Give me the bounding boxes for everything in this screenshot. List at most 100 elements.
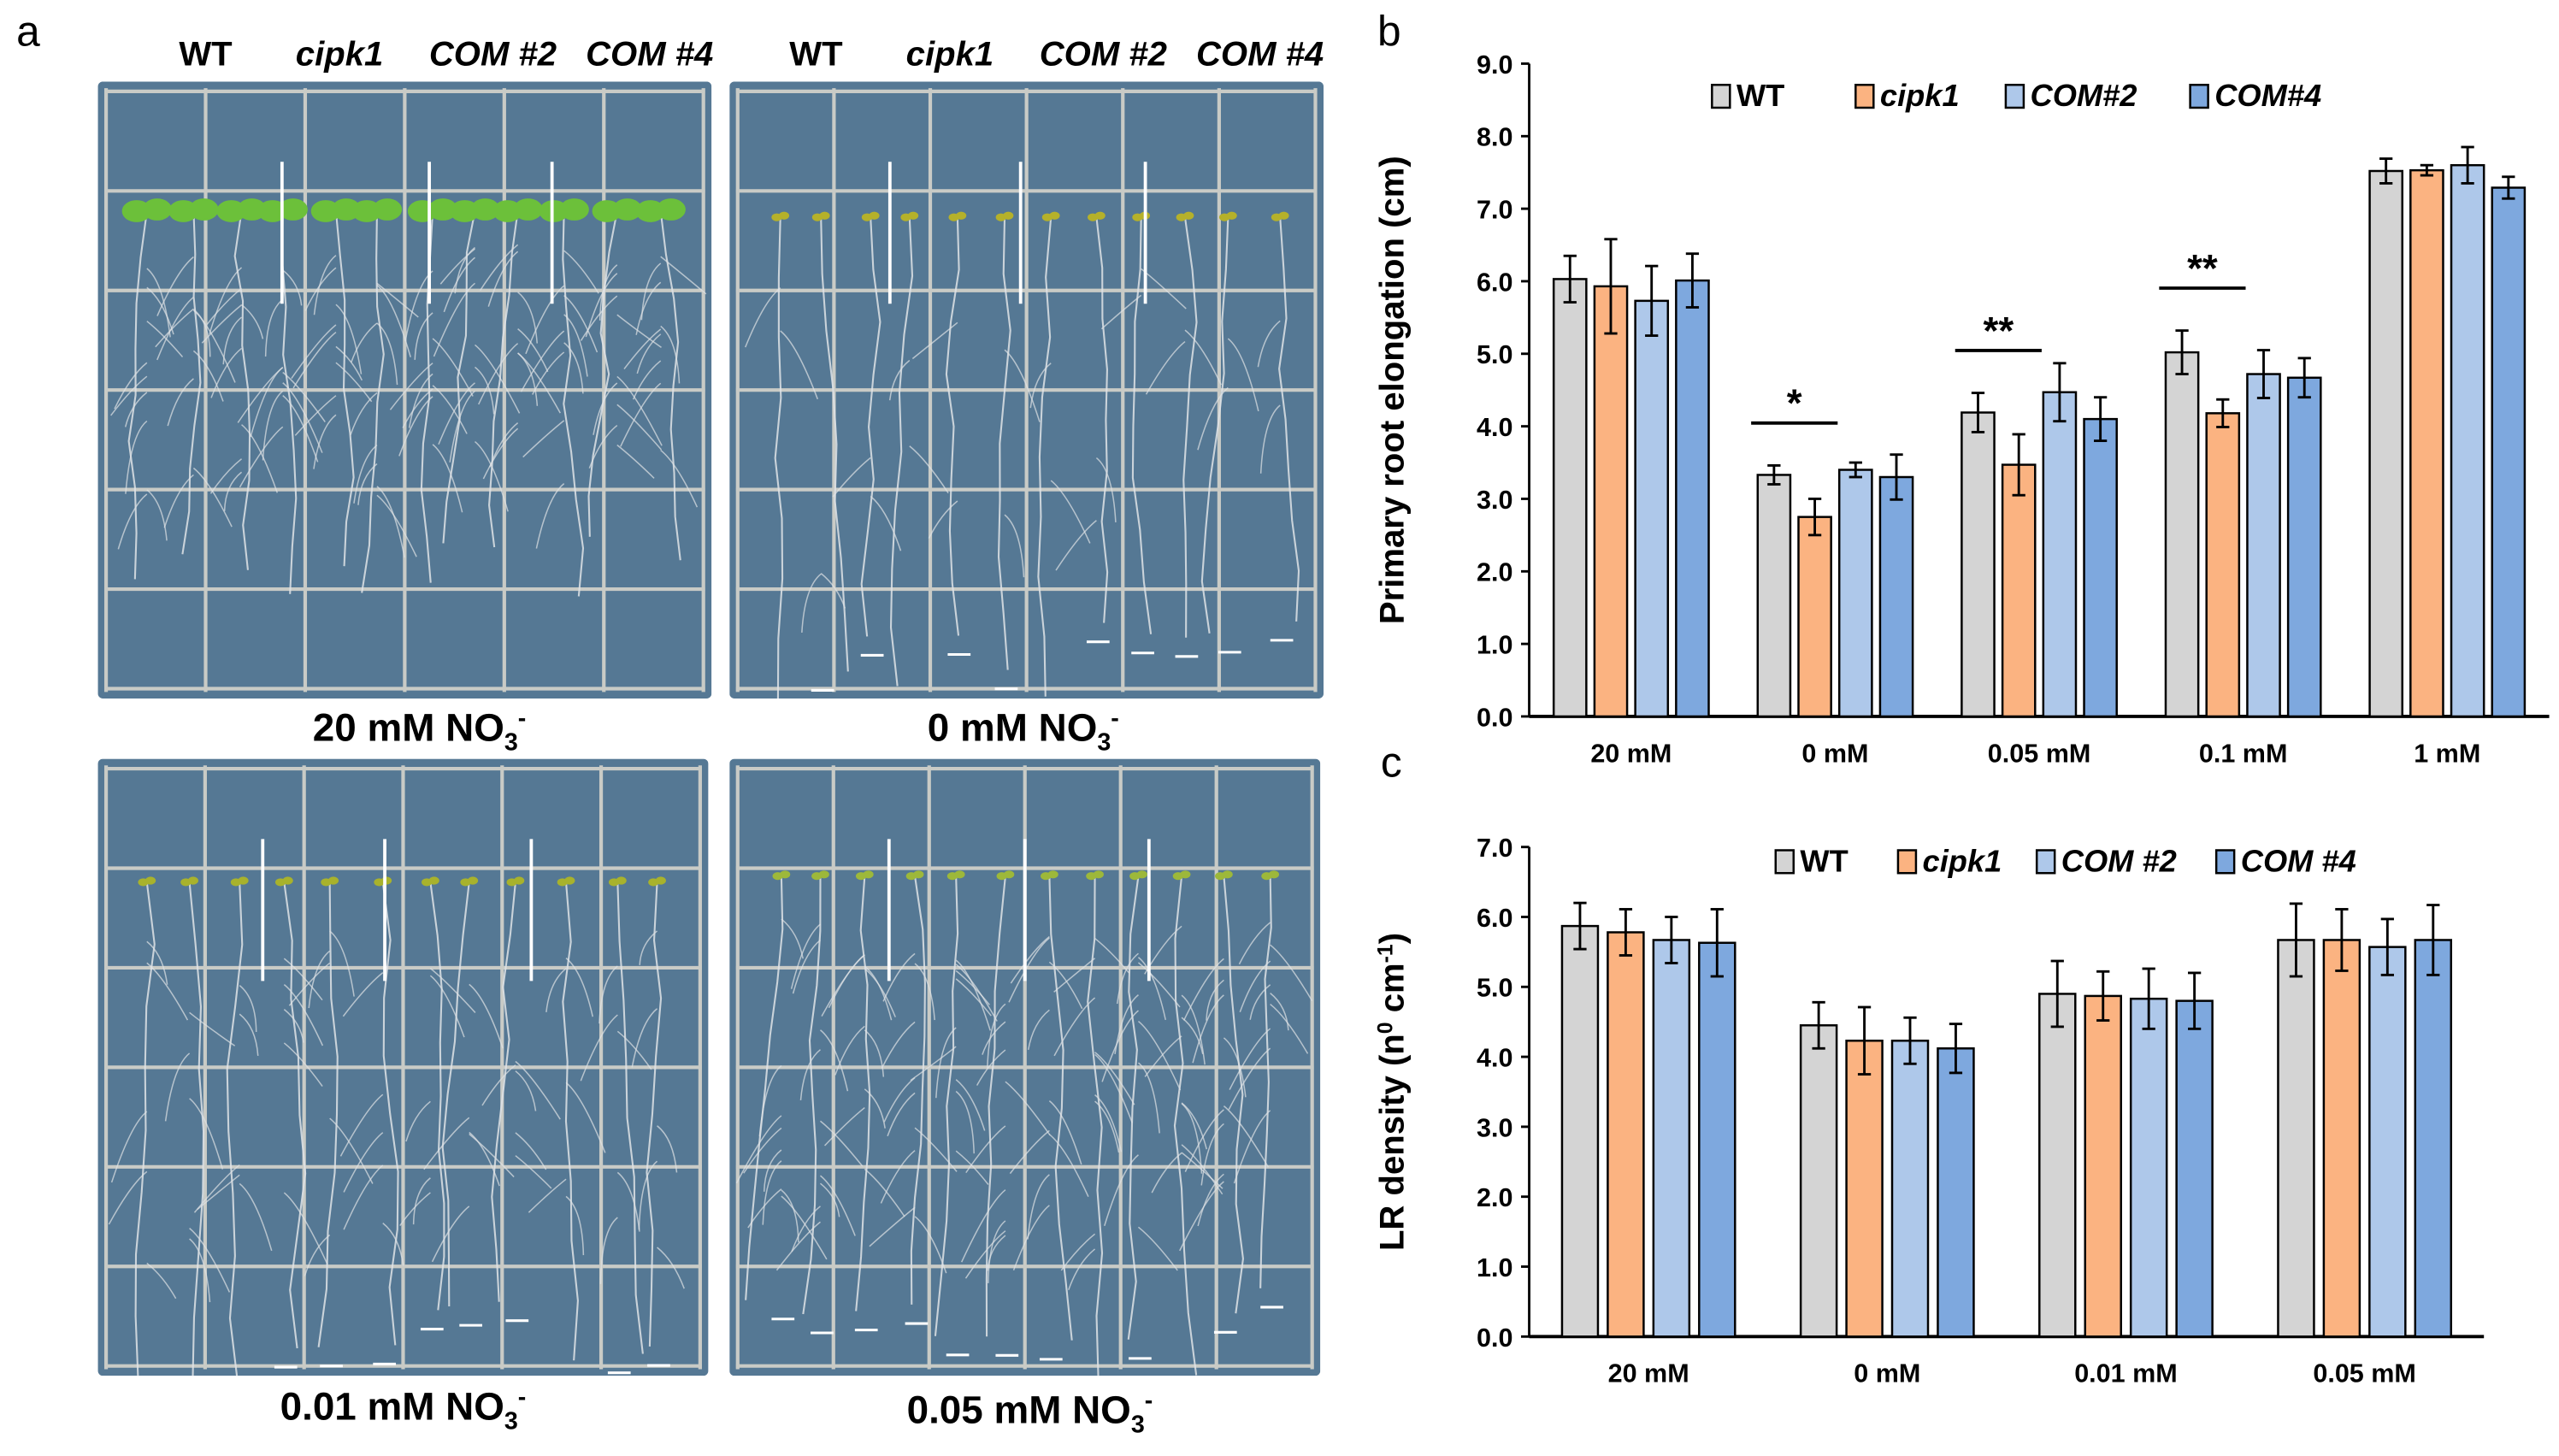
- lateral-root: [616, 404, 663, 451]
- lateral-root: [935, 1027, 957, 1099]
- lateral-root: [910, 1046, 957, 1082]
- lateral-root: [660, 449, 699, 508]
- lateral-root: [1238, 922, 1271, 965]
- cotyledon: [863, 870, 874, 879]
- primary-root: [1127, 875, 1140, 1340]
- lateral-root: [1151, 1152, 1182, 1194]
- lateral-root: [283, 1042, 323, 1088]
- y-tick-label: 8.0: [1477, 123, 1512, 152]
- lateral-root: [545, 968, 567, 1012]
- lateral-root: [164, 1052, 191, 1122]
- lateral-root: [469, 1133, 515, 1178]
- lateral-root: [350, 392, 378, 435]
- lateral-root: [313, 414, 337, 469]
- bar: [1652, 939, 1691, 1338]
- lateral-root: [1192, 994, 1224, 1064]
- lateral-root: [353, 444, 378, 504]
- y-axis-label-part: cm: [1374, 963, 1412, 1022]
- cotyledon: [913, 870, 924, 879]
- cotyledon: [869, 211, 880, 220]
- lateral-root: [955, 978, 992, 1017]
- lateral-root: [237, 367, 284, 423]
- legend-swatch: [2004, 84, 2025, 109]
- lateral-root: [423, 1117, 470, 1170]
- lateral-root: [1223, 1037, 1247, 1098]
- lateral-root: [964, 1230, 1006, 1279]
- lateral-root: [146, 940, 168, 985]
- lateral-root: [820, 1120, 864, 1167]
- legend-swatch: [2189, 84, 2209, 109]
- legend-swatch: [1854, 84, 1875, 109]
- bar: [2491, 186, 2527, 718]
- legend-swatch: [2214, 849, 2236, 875]
- bar: [2409, 168, 2444, 718]
- lateral-root: [239, 985, 257, 1033]
- plate-photo-0mM: [729, 81, 1324, 699]
- x-tick-label: 0.1 mM: [2199, 739, 2288, 768]
- lateral-root: [282, 269, 303, 306]
- lateral-root: [110, 375, 148, 416]
- bar: [2368, 169, 2403, 718]
- y-tick-label: 7.0: [1477, 196, 1512, 225]
- lateral-root: [955, 1079, 986, 1131]
- lateral-root: [292, 331, 337, 389]
- bar: [1675, 279, 1710, 718]
- lateral-root: [535, 483, 565, 549]
- lateral-root: [820, 573, 846, 609]
- lateral-root: [239, 1182, 273, 1252]
- cotyledon: [189, 198, 219, 221]
- lateral-root: [532, 351, 565, 395]
- lateral-root: [517, 292, 539, 344]
- lateral-root: [1184, 329, 1223, 386]
- lateral-root: [1048, 1134, 1089, 1198]
- lateral-root: [1206, 979, 1224, 1021]
- x-tick-label: 0 mM: [1801, 739, 1868, 768]
- lateral-root: [449, 390, 475, 463]
- primary-root: [381, 881, 399, 1346]
- legend-swatch: [1711, 84, 1731, 109]
- lateral-root: [283, 1009, 304, 1043]
- lateral-root: [343, 1164, 384, 1230]
- lateral-root: [239, 426, 284, 488]
- lateral-root: [146, 962, 189, 1021]
- legend-label: WT: [1736, 78, 1784, 113]
- bar: [1937, 1047, 1975, 1338]
- y-tick-label: 1.0: [1477, 1253, 1512, 1282]
- lateral-root: [517, 328, 549, 373]
- lateral-root: [192, 350, 224, 402]
- primary-root: [134, 881, 156, 1376]
- bar: [1756, 474, 1792, 718]
- lateral-root: [1004, 349, 1041, 422]
- cotyledon: [1136, 870, 1147, 879]
- lateral-root: [820, 1175, 856, 1236]
- primary-root: [910, 875, 926, 1305]
- lateral-root: [1270, 993, 1289, 1031]
- lateral-root: [1137, 1226, 1178, 1271]
- lateral-root: [792, 939, 821, 994]
- lateral-root: [294, 395, 337, 436]
- lateral-root: [304, 267, 337, 311]
- cotyledon: [380, 876, 392, 885]
- lateral-root: [598, 965, 618, 1024]
- lateral-root: [335, 304, 363, 374]
- primary-root: [745, 875, 784, 1300]
- primary-root: [802, 875, 822, 1315]
- lateral-root: [528, 1178, 567, 1213]
- cotyledon: [428, 876, 439, 885]
- lateral-root: [1060, 1233, 1096, 1271]
- lateral-root: [443, 256, 475, 313]
- lateral-root: [1181, 1152, 1223, 1189]
- lateral-root: [189, 1227, 231, 1293]
- lateral-root: [657, 1125, 678, 1173]
- cotyledon: [514, 876, 525, 885]
- lateral-root: [1068, 1248, 1096, 1290]
- cotyledon: [144, 876, 156, 885]
- lateral-root: [824, 1106, 865, 1147]
- lateral-root: [911, 321, 958, 360]
- lateral-root: [880, 1150, 916, 1204]
- lateral-root: [762, 1160, 782, 1225]
- cotyledon: [238, 876, 249, 885]
- lateral-root: [820, 1182, 840, 1217]
- primary-root: [945, 217, 960, 636]
- lateral-root: [563, 314, 588, 377]
